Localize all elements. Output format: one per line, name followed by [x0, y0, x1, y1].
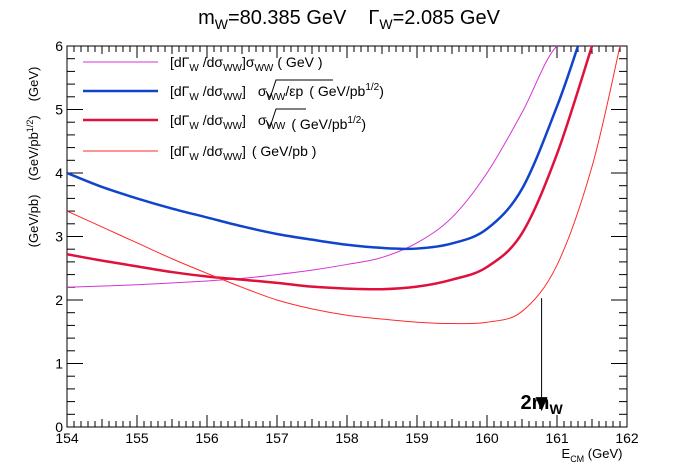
curve-group: [67, 46, 621, 325]
legend-radical-3: [265, 108, 306, 129]
series-line-1: [67, 46, 592, 288]
x-tick-label: 156: [195, 430, 219, 446]
title-mass-sub: W: [215, 16, 229, 32]
chart-title: mW=80.385 GeV ΓW=2.085 GeV: [198, 7, 501, 32]
x-tick-label: 157: [265, 430, 289, 446]
y-axis-title: (GeV/pb)(GeV/pb1/2)(GeV): [25, 67, 41, 248]
title-width-symbol: Γ: [368, 7, 379, 29]
y-tick-label: 1: [55, 356, 63, 372]
x-tick-label: 154: [55, 430, 79, 446]
y-tick-labels: 0 1 2 3 4 5 6: [55, 38, 63, 435]
x-axis-title: ECM (GeV): [562, 446, 623, 464]
series-line-2: [67, 46, 580, 251]
x-tick-label: 155: [125, 430, 149, 446]
y-tick-label: 4: [55, 165, 63, 181]
x-tick-label: 160: [475, 430, 499, 446]
y-tick-label: 3: [55, 229, 63, 245]
plot-frame: [66, 45, 628, 428]
x-tick-label: 158: [335, 430, 359, 446]
series-line-4: [67, 46, 621, 325]
legend: [dΓW /dσWW]σWW( GeV ) [dΓW /dσWW] σWW/εp(…: [83, 54, 384, 163]
annotation-arrow-head: [535, 397, 548, 412]
x-tick-label: 162: [615, 430, 639, 446]
x-tick-labels: 154 155 156 157 158 159 160 161 162: [55, 430, 639, 446]
title-width-sub: W: [379, 16, 393, 32]
title-mass-symbol: m: [198, 7, 215, 29]
y-tick-label: 0: [55, 419, 63, 435]
legend-label-1: [dΓW /dσWW]σWW( GeV ): [170, 54, 323, 74]
x-tick-label: 161: [545, 430, 569, 446]
series-line-3: [67, 46, 594, 291]
legend-label-3: [dΓW /dσWW] σWW( GeV/pb1/2): [170, 112, 366, 132]
legend-label-2: [dΓW /dσWW] σWW/εp( GeV/pb1/2): [170, 82, 384, 103]
y-tick-label: 2: [55, 292, 63, 308]
x-tick-label: 159: [405, 430, 429, 446]
legend-label-4: [dΓW /dσWW]( GeV/pb ): [170, 143, 316, 163]
y-tick-label: 5: [55, 102, 63, 118]
title-mass-value: =80.385 GeV: [228, 7, 347, 29]
legend-radical-2: [265, 79, 333, 100]
annotation-2mw: 2mW: [521, 298, 564, 417]
axis-ticks: [66, 45, 628, 428]
annotation-label: 2mW: [521, 392, 564, 417]
y-tick-label: 6: [55, 38, 63, 54]
title-width-value: =2.085 GeV: [393, 7, 501, 29]
